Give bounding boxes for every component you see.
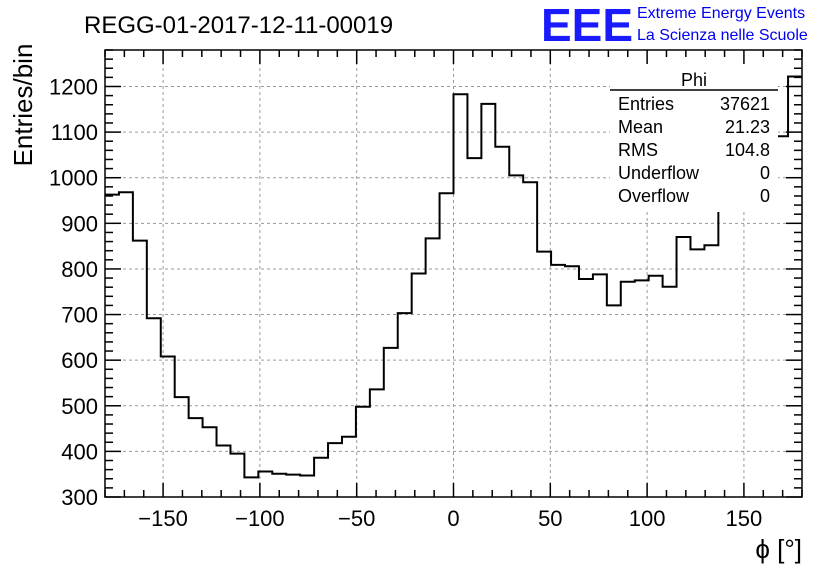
histogram-series (105, 75, 802, 479)
stats-row-label: Underflow (618, 163, 700, 183)
eee-logo: EEE Extreme Energy Events La Scienza nel… (541, 0, 808, 51)
stats-rows: Entries 37621 Mean 21.23 RMS 104.8 Underflow 0 O… (618, 94, 770, 206)
x-tick-label: −100 (235, 506, 285, 531)
y-tick-label: 800 (61, 257, 98, 282)
y-tick-label: 600 (61, 348, 98, 373)
stats-box: Phi Entries 37621 Mean 21.23 RMS 104.8 Underfl… (610, 64, 778, 212)
logo-mark: EEE (541, 0, 633, 51)
stats-row-label: RMS (618, 140, 658, 160)
x-tick-label: 150 (726, 506, 763, 531)
stats-row-label: Overflow (618, 186, 690, 206)
axis-ticks (104, 49, 803, 498)
x-axis-label: ϕ [°] (755, 534, 802, 564)
stats-row-value: 0 (760, 163, 770, 183)
tick-labels: −150 −100 −50 0 50 100 150 300 400 500 600 700 800 90… (49, 74, 762, 531)
stats-row-value: 37621 (720, 94, 770, 114)
stats-row-value: 0 (760, 186, 770, 206)
y-axis-label: Entries/bin (8, 44, 38, 167)
stats-row-label: Mean (618, 117, 663, 137)
x-tick-label: −50 (338, 506, 375, 531)
y-tick-label: 400 (61, 439, 98, 464)
logo-line-1: Extreme Energy Events (637, 5, 805, 22)
y-tick-label: 1100 (51, 120, 98, 145)
x-tick-label: 100 (629, 506, 666, 531)
stats-box-title: Phi (681, 70, 707, 90)
x-tick-label: 50 (538, 506, 562, 531)
y-tick-label: 500 (61, 394, 98, 419)
chart-title: REGG-01-2017-12-11-00019 (84, 12, 393, 39)
x-tick-label: −150 (138, 506, 188, 531)
x-tick-label: 0 (447, 506, 459, 531)
logo-line-2: La Scienza nelle Scuole (637, 27, 808, 44)
stats-row-value: 104.8 (725, 140, 770, 160)
y-tick-label: 900 (61, 211, 98, 236)
stats-row-label: Entries (618, 94, 674, 114)
y-tick-label: 1000 (49, 166, 98, 191)
y-tick-label: 300 (61, 485, 98, 510)
y-tick-label: 700 (61, 303, 98, 328)
stats-row-value: 21.23 (725, 117, 770, 137)
y-tick-label: 1200 (49, 74, 98, 99)
stats-box-background (610, 64, 778, 212)
